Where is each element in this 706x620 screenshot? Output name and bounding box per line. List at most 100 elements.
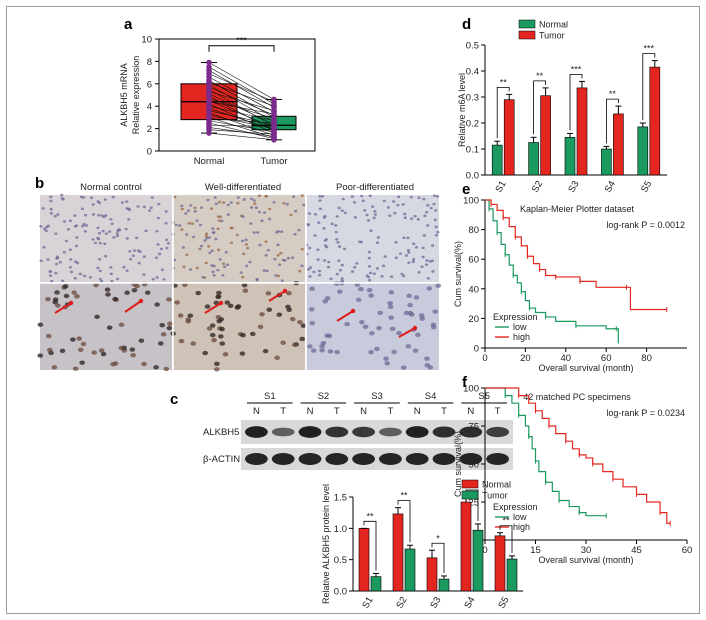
blot-band-alkbh5 bbox=[325, 426, 349, 438]
cell-nucleus bbox=[388, 214, 392, 217]
cell-nucleus bbox=[336, 289, 343, 294]
arrow-head bbox=[282, 288, 288, 294]
cell-nucleus bbox=[66, 227, 71, 231]
cell-nucleus bbox=[217, 219, 221, 222]
cell-nucleus bbox=[255, 277, 259, 281]
cell-nucleus bbox=[422, 197, 426, 201]
pair-line bbox=[208, 84, 275, 123]
panel-letter-a: a bbox=[124, 16, 133, 33]
cell-nucleus bbox=[131, 288, 138, 293]
cell-nucleus bbox=[208, 251, 212, 255]
cell-nucleus bbox=[392, 200, 396, 203]
cell-nucleus bbox=[369, 229, 373, 232]
data-point bbox=[271, 137, 277, 143]
blot-band-actin bbox=[379, 453, 402, 465]
blot-sample-label: S5 bbox=[478, 391, 490, 402]
cell-nucleus bbox=[201, 275, 205, 279]
cell-nucleus bbox=[242, 288, 249, 293]
blot-lane-label: N bbox=[467, 406, 474, 417]
cell-nucleus bbox=[193, 206, 197, 210]
cell-nucleus bbox=[215, 294, 221, 300]
cell-nucleus bbox=[381, 264, 386, 268]
cell-nucleus bbox=[96, 226, 100, 230]
y-tick-label: 60 bbox=[468, 255, 479, 266]
cell-nucleus bbox=[178, 338, 185, 344]
survival-line-high bbox=[485, 387, 671, 524]
cell-nucleus bbox=[49, 199, 53, 203]
cell-nucleus bbox=[185, 233, 189, 236]
y-tick-label: 8 bbox=[147, 57, 152, 68]
cell-nucleus bbox=[274, 355, 280, 360]
significance-bracket bbox=[431, 542, 445, 573]
micrograph-header-well: Well-differentiated bbox=[205, 182, 281, 193]
bar-normal bbox=[491, 144, 503, 176]
cell-nucleus bbox=[203, 239, 207, 242]
cell-nucleus bbox=[389, 326, 396, 332]
cell-nucleus bbox=[236, 196, 240, 199]
cell-nucleus bbox=[192, 235, 196, 239]
cell-nucleus bbox=[165, 246, 169, 250]
cell-nucleus bbox=[259, 312, 265, 317]
bar-normal bbox=[601, 148, 612, 176]
cell-nucleus bbox=[174, 223, 178, 227]
cell-nucleus bbox=[144, 229, 148, 233]
x-axis-label: Overall survival (month) bbox=[538, 555, 633, 565]
cell-nucleus bbox=[403, 310, 410, 316]
cell-nucleus bbox=[353, 265, 357, 269]
cell-nucleus bbox=[407, 302, 413, 308]
cell-nucleus bbox=[264, 254, 268, 257]
cell-nucleus bbox=[128, 249, 132, 253]
data-point bbox=[271, 123, 277, 130]
cell-nucleus bbox=[56, 213, 60, 216]
cell-nucleus bbox=[250, 206, 254, 209]
cell-nucleus bbox=[156, 243, 160, 246]
y-tick-label: 1.0 bbox=[334, 524, 347, 535]
blot-lane-label: N bbox=[307, 406, 314, 417]
x-tick-label: 0 bbox=[482, 545, 487, 556]
bar-normal bbox=[528, 142, 539, 176]
significance-label: ** bbox=[366, 511, 374, 521]
y-tick-label: 2 bbox=[147, 124, 152, 135]
micrograph-background bbox=[40, 283, 172, 370]
cell-nucleus bbox=[412, 242, 416, 246]
cell-nucleus bbox=[368, 293, 374, 298]
cell-nucleus bbox=[221, 273, 225, 277]
cell-nucleus bbox=[318, 199, 322, 202]
cell-nucleus bbox=[324, 296, 331, 301]
pair-line bbox=[208, 118, 275, 124]
cell-nucleus bbox=[206, 198, 210, 202]
cell-nucleus bbox=[316, 248, 320, 251]
cell-nucleus bbox=[120, 201, 124, 204]
cell-nucleus bbox=[324, 333, 330, 338]
cell-nucleus bbox=[177, 313, 184, 318]
pair-line bbox=[208, 124, 275, 127]
cell-nucleus bbox=[435, 283, 442, 288]
cell-nucleus bbox=[242, 252, 246, 256]
micrograph-tile bbox=[39, 193, 172, 283]
cell-nucleus bbox=[383, 255, 387, 258]
x-tick-label: S3 bbox=[428, 595, 443, 611]
significance-bracket bbox=[397, 500, 411, 543]
cell-nucleus bbox=[425, 259, 429, 262]
cell-nucleus bbox=[431, 270, 435, 273]
cell-nucleus bbox=[424, 363, 431, 368]
cell-nucleus bbox=[174, 300, 180, 305]
cell-nucleus bbox=[229, 226, 233, 230]
cell-nucleus bbox=[336, 240, 340, 244]
cell-nucleus bbox=[185, 319, 192, 324]
y-tick-label: 4 bbox=[147, 102, 152, 113]
micrograph-tile bbox=[171, 194, 306, 282]
blot-lane-label: T bbox=[441, 406, 447, 417]
cell-nucleus bbox=[218, 258, 222, 261]
cell-nucleus bbox=[180, 204, 184, 208]
cell-nucleus bbox=[334, 230, 338, 234]
cell-nucleus bbox=[276, 230, 280, 233]
cell-nucleus bbox=[401, 274, 406, 278]
cell-nucleus bbox=[125, 237, 129, 240]
legend-swatch-normal bbox=[518, 19, 536, 29]
cell-nucleus bbox=[69, 270, 74, 274]
panel-f-survival-curve: 0255075100015304560Cum survival(%)Overal… bbox=[453, 384, 692, 566]
data-point bbox=[271, 98, 277, 105]
significance-bracket bbox=[496, 87, 510, 139]
arrow-indicator bbox=[124, 300, 142, 313]
